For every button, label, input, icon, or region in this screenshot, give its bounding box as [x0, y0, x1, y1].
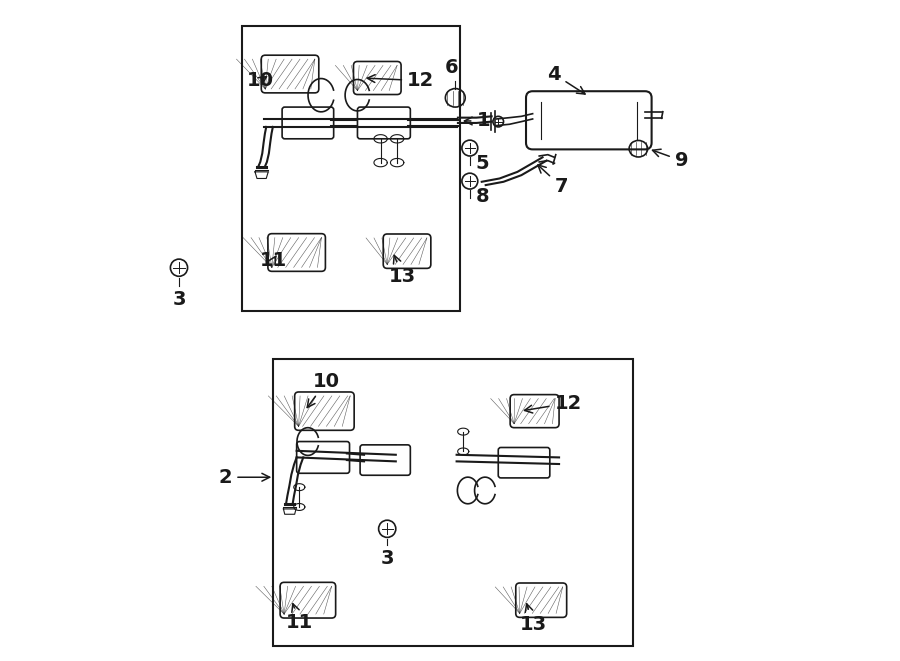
FancyBboxPatch shape [357, 107, 410, 139]
FancyBboxPatch shape [510, 395, 559, 428]
Text: 11: 11 [259, 251, 287, 270]
FancyBboxPatch shape [268, 233, 326, 271]
Text: 13: 13 [519, 603, 546, 634]
FancyBboxPatch shape [297, 442, 349, 473]
Text: 10: 10 [307, 372, 339, 408]
Text: 6: 6 [445, 58, 458, 77]
Polygon shape [255, 172, 268, 178]
Text: 12: 12 [367, 71, 435, 90]
FancyBboxPatch shape [261, 55, 319, 93]
Polygon shape [284, 509, 296, 514]
Text: 13: 13 [389, 255, 417, 286]
Text: 9: 9 [652, 149, 688, 170]
Text: 10: 10 [248, 71, 274, 90]
FancyBboxPatch shape [526, 91, 652, 149]
Bar [242, 26, 460, 311]
FancyBboxPatch shape [516, 583, 567, 617]
Text: 12: 12 [525, 394, 581, 413]
FancyBboxPatch shape [282, 107, 334, 139]
FancyBboxPatch shape [383, 234, 431, 268]
FancyBboxPatch shape [354, 61, 401, 95]
Text: 7: 7 [538, 165, 568, 196]
FancyBboxPatch shape [499, 447, 550, 478]
Bar [273, 359, 633, 646]
Text: 1: 1 [464, 112, 491, 130]
Text: 3: 3 [172, 290, 185, 309]
Text: 8: 8 [476, 187, 490, 206]
Text: 4: 4 [547, 65, 585, 94]
FancyBboxPatch shape [280, 582, 336, 618]
Text: 2: 2 [219, 468, 270, 486]
Text: 5: 5 [476, 154, 490, 173]
Text: 3: 3 [381, 549, 394, 568]
FancyBboxPatch shape [360, 445, 410, 475]
FancyBboxPatch shape [294, 392, 355, 430]
Text: 11: 11 [286, 603, 313, 633]
